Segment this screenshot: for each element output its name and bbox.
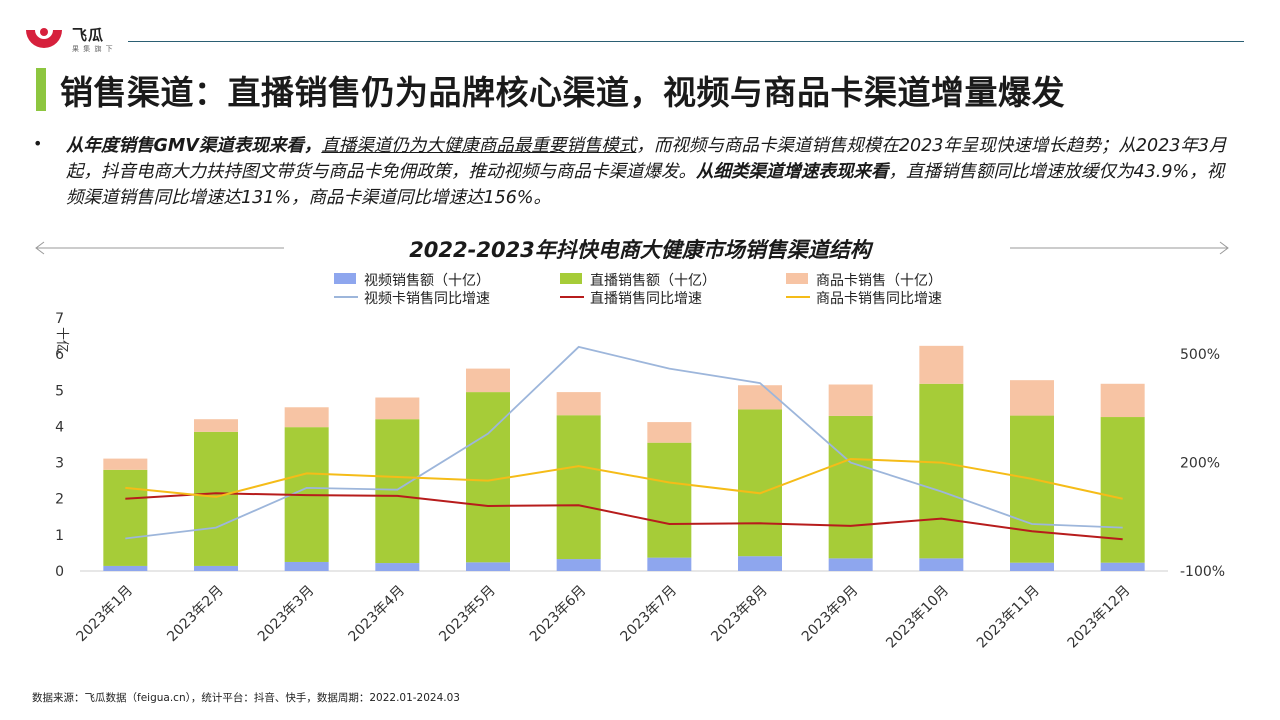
bar-video bbox=[466, 562, 510, 571]
bar-card bbox=[828, 384, 873, 416]
video-growth-line bbox=[125, 345, 1123, 540]
live-growth-line bbox=[125, 492, 1123, 541]
x-tick-label: 2023年2月 bbox=[164, 583, 227, 646]
bar-video bbox=[284, 561, 329, 571]
x-tick-label: 2023年5月 bbox=[436, 583, 499, 646]
bar-live bbox=[1100, 417, 1145, 563]
bar-video bbox=[103, 565, 148, 571]
bar-card bbox=[919, 345, 964, 384]
x-tick-label: 2023年10月 bbox=[883, 583, 952, 652]
bar-card bbox=[375, 397, 420, 420]
header-divider bbox=[128, 41, 1244, 42]
bar-card bbox=[466, 368, 510, 393]
chart-title: 2022-2023年抖快电商大健康市场销售渠道结构 bbox=[409, 238, 871, 262]
legend-swatch bbox=[786, 273, 808, 284]
bar-live bbox=[647, 442, 692, 558]
y-axis-label: 十亿 bbox=[54, 327, 69, 353]
x-tick-label: 2023年8月 bbox=[708, 583, 771, 646]
bar-video bbox=[194, 565, 238, 571]
bar-video bbox=[375, 563, 420, 571]
bar-card bbox=[194, 419, 238, 432]
x-tick-label: 2023年9月 bbox=[799, 583, 862, 646]
bar-live bbox=[1010, 415, 1054, 563]
y-tick-label: 4 bbox=[55, 419, 64, 435]
brand-tagline: 果 集 旗 下 bbox=[72, 45, 114, 53]
legend-swatch bbox=[334, 273, 356, 284]
data-source-note: 数据来源：飞瓜数据（feigua.cn），统计平台：抖音、快手，数据周期：202… bbox=[32, 692, 460, 704]
y2-tick-label: 200% bbox=[1180, 456, 1220, 472]
para-seg-5: ，直播销售额同比增速放缓仅为43.9%，视频渠道销售同比增速达131%，商品卡渠… bbox=[66, 162, 1225, 208]
bar-video bbox=[738, 556, 782, 571]
x-tick-label: 2023年3月 bbox=[255, 583, 318, 646]
y-tick-label: 1 bbox=[55, 528, 64, 544]
bar-card bbox=[1100, 383, 1145, 418]
logo-mark-icon bbox=[26, 28, 62, 48]
bar-card bbox=[647, 422, 692, 443]
y-tick-label: 0 bbox=[55, 564, 64, 580]
legend-label: 直播销售额（十亿） bbox=[590, 273, 716, 289]
y-tick-label: 7 bbox=[55, 311, 64, 327]
card-growth-line bbox=[125, 457, 1123, 500]
y2-tick-label: -100% bbox=[1180, 564, 1225, 580]
para-seg-1: 从年度销售GMV渠道表现来看， bbox=[66, 136, 322, 156]
bar-live bbox=[194, 431, 238, 566]
para-seg-3: ，而视频与商品卡渠道销售规模在2023年呈现快速增长趋势；从2023年3月起，抖… bbox=[66, 136, 1227, 182]
legend-label: 商品卡销售（十亿） bbox=[816, 273, 942, 289]
y-tick-label: 5 bbox=[55, 383, 64, 399]
y-tick-label: 3 bbox=[55, 456, 64, 472]
bar-card bbox=[556, 392, 601, 416]
summary-paragraph: 从年度销售GMV渠道表现来看，直播渠道仍为大健康商品最重要销售模式，而视频与商品… bbox=[66, 133, 1236, 211]
x-tick-label: 2023年12月 bbox=[1065, 583, 1134, 652]
bar-card bbox=[284, 407, 329, 428]
bar-card bbox=[103, 458, 148, 470]
bar-video bbox=[556, 559, 601, 571]
bar-live bbox=[919, 383, 964, 559]
legend-label: 视频销售额（十亿） bbox=[364, 273, 490, 289]
bar-live bbox=[738, 409, 782, 557]
para-seg-4: 从细类渠道增速表现来看 bbox=[696, 162, 889, 182]
brand-logo: 飞瓜 果 集 旗 下 bbox=[24, 22, 134, 58]
bar-video bbox=[1010, 562, 1054, 571]
page-title: 销售渠道：直播销售仍为品牌核心渠道，视频与商品卡渠道增量爆发 bbox=[60, 73, 1065, 112]
x-tick-label: 2023年6月 bbox=[527, 583, 590, 646]
bar-video bbox=[647, 557, 692, 571]
y-tick-label: 6 bbox=[55, 347, 64, 363]
para-seg-2: 直播渠道仍为大健康商品最重要销售模式 bbox=[321, 136, 637, 156]
bar-card bbox=[1010, 380, 1054, 416]
legend-label: 商品卡销售同比增速 bbox=[816, 291, 942, 307]
y2-tick-label: 500% bbox=[1180, 347, 1220, 363]
bar-live bbox=[828, 415, 873, 559]
legend-line bbox=[786, 296, 810, 298]
legend-line bbox=[334, 296, 358, 298]
bar-live bbox=[103, 469, 148, 566]
bar-video bbox=[919, 558, 964, 571]
bar-video bbox=[1100, 562, 1145, 571]
chart-legend: 视频销售额（十亿） 直播销售额（十亿） 商品卡销售（十亿） 视频卡销售同比增速 … bbox=[334, 270, 1014, 310]
legend-swatch bbox=[560, 273, 582, 284]
left-arrow-icon bbox=[35, 241, 284, 255]
legend-label: 直播销售同比增速 bbox=[590, 291, 702, 307]
bullet-icon: • bbox=[33, 134, 43, 153]
x-tick-label: 2023年7月 bbox=[618, 583, 681, 646]
title-accent-bar bbox=[36, 68, 46, 111]
bar-video bbox=[828, 558, 873, 571]
bar-card bbox=[738, 385, 782, 410]
legend-line bbox=[560, 296, 584, 298]
x-tick-label: 2023年4月 bbox=[346, 583, 409, 646]
y-tick-label: 2 bbox=[55, 492, 64, 508]
bar-live bbox=[556, 415, 601, 560]
x-tick-label: 2023年1月 bbox=[74, 583, 137, 646]
legend-label: 视频卡销售同比增速 bbox=[364, 291, 490, 307]
right-arrow-icon bbox=[1010, 241, 1229, 255]
brand-name: 飞瓜 bbox=[72, 26, 105, 44]
bar-live bbox=[375, 419, 420, 564]
x-tick-label: 2023年11月 bbox=[974, 583, 1043, 652]
